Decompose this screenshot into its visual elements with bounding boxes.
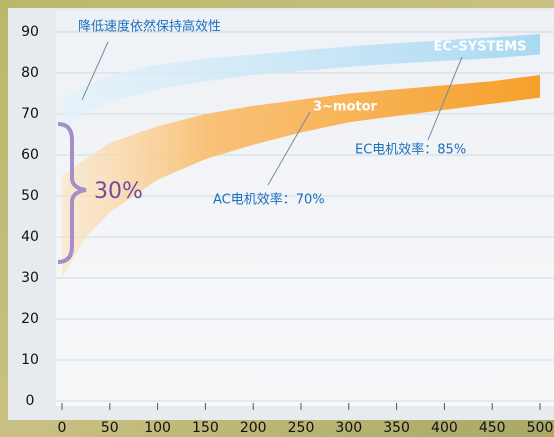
annotation: EC电机效率：85%: [355, 142, 466, 158]
x-tick-label: 50: [101, 420, 119, 436]
y-tick-label: 20: [21, 311, 39, 327]
y-tick-label: 10: [21, 352, 39, 368]
y-tick-label: 30: [21, 270, 39, 286]
x-tick-label: 300: [335, 420, 362, 436]
x-tick-label: 450: [479, 420, 506, 436]
series-label: EC–SYSTEMS: [433, 40, 526, 55]
x-tick-label: 250: [288, 420, 315, 436]
y-tick-label: 40: [21, 229, 39, 245]
x-tick-label: 200: [240, 420, 267, 436]
x-tick-label: 0: [58, 420, 67, 436]
annotation: 降低速度依然保持高效性: [78, 19, 221, 35]
y-tick-label: 0: [26, 393, 35, 409]
chart: 降低速度依然保持高效性 EC电机效率：85% AC电机效率：70% 30% 0 1…: [0, 0, 554, 437]
annotation: AC电机效率：70%: [213, 192, 325, 208]
x-tick-label: 100: [144, 420, 171, 436]
y-tick-label: 70: [21, 106, 39, 122]
y-tick-label: 80: [21, 65, 39, 81]
y-tick-label: 60: [21, 147, 39, 163]
x-tick-label: 350: [383, 420, 410, 436]
x-tick-label: 150: [192, 420, 219, 436]
y-tick-label: 90: [21, 24, 39, 40]
y-tick-label: 50: [21, 188, 39, 204]
annotation: 30%: [94, 179, 143, 204]
series-label: 3~motor: [313, 100, 378, 115]
x-tick-label: 500: [527, 420, 554, 436]
x-tick-label: 400: [431, 420, 458, 436]
